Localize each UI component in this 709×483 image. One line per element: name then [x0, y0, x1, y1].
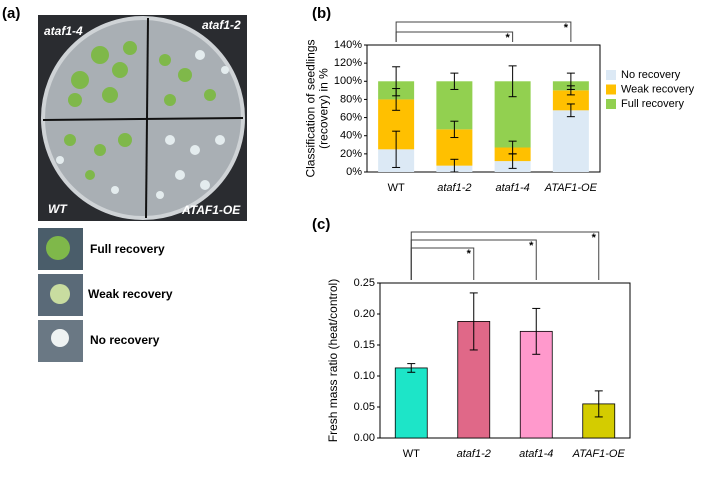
x-tick-label: ataf1-2: [457, 448, 491, 460]
x-tick-label: WT: [403, 448, 420, 460]
legend-label: Full recovery: [621, 98, 684, 110]
panel-label: (a): [2, 5, 20, 22]
legend-swatch: [606, 99, 616, 109]
legend-swatch: [606, 84, 616, 95]
plate-label: ataf1-2: [202, 18, 241, 32]
plot-frame: [379, 282, 631, 439]
seedlings-pale: [56, 50, 229, 199]
y-axis-title: Fresh mass ratio (heat/control): [326, 279, 340, 442]
recovery-label: Full recovery: [90, 242, 165, 256]
significance-bracket: [410, 247, 475, 280]
legend-label: No recovery: [621, 69, 681, 81]
y-tick-label: 0.10: [354, 370, 375, 382]
x-tick-label: ataf1-2: [437, 182, 471, 194]
plate-label: WT: [48, 202, 68, 216]
plate-divider: [145, 17, 149, 219]
bar: [394, 367, 428, 439]
x-tick-label: ataf1-4: [519, 448, 553, 460]
significance-mark: *: [529, 240, 534, 252]
seedlings: [64, 41, 216, 180]
y-tick-label: 80%: [340, 93, 362, 105]
x-tick-label: ataf1-4: [496, 182, 530, 194]
significance-bracket: [395, 21, 572, 42]
plot-frame: [366, 44, 601, 173]
thumb-seedling: [50, 284, 70, 304]
thumb-seedling: [51, 329, 69, 347]
y-tick-label: 120%: [334, 57, 362, 69]
recovery-label: No recovery: [90, 333, 160, 347]
y-tick-label: 60%: [340, 111, 362, 123]
x-tick-label: WT: [388, 182, 405, 194]
y-tick-label: 100%: [334, 75, 362, 87]
significance-mark: *: [505, 32, 510, 44]
recovery-label: Weak recovery: [88, 287, 173, 301]
significance-mark: *: [564, 22, 569, 34]
y-tick-label: 0.25: [354, 277, 375, 289]
significance-bracket: [410, 231, 600, 280]
bar-segment: [552, 110, 589, 172]
y-tick-label: 0.20: [354, 308, 375, 320]
y-axis-title: Classification of seedlings: [304, 39, 318, 177]
significance-mark: *: [467, 248, 472, 260]
plate-divider: [42, 117, 244, 121]
plate-label: ATAF1-OE: [181, 203, 241, 217]
y-tick-label: 40%: [340, 130, 362, 142]
significance-bracket: [395, 31, 514, 42]
plate-label: ataf1-4: [44, 24, 83, 38]
significance-mark: *: [592, 232, 597, 244]
y-tick-label: 20%: [340, 148, 362, 160]
y-tick-label: 0.15: [354, 339, 375, 351]
x-tick-label: ATAF1-OE: [544, 182, 598, 194]
y-axis-title: (recovery) in %: [317, 68, 331, 149]
legend-swatch: [606, 70, 616, 80]
thumb-seedling: [46, 236, 70, 260]
y-tick-label: 0.00: [354, 432, 375, 444]
y-tick-label: 0%: [346, 166, 362, 178]
panel-label: (b): [312, 5, 331, 22]
bar-segment: [552, 90, 589, 111]
panel-label: (c): [312, 216, 330, 233]
y-tick-label: 0.05: [354, 401, 375, 413]
legend-label: Weak recovery: [621, 83, 695, 95]
y-tick-label: 140%: [334, 39, 362, 51]
x-tick-label: ATAF1-OE: [572, 448, 626, 460]
